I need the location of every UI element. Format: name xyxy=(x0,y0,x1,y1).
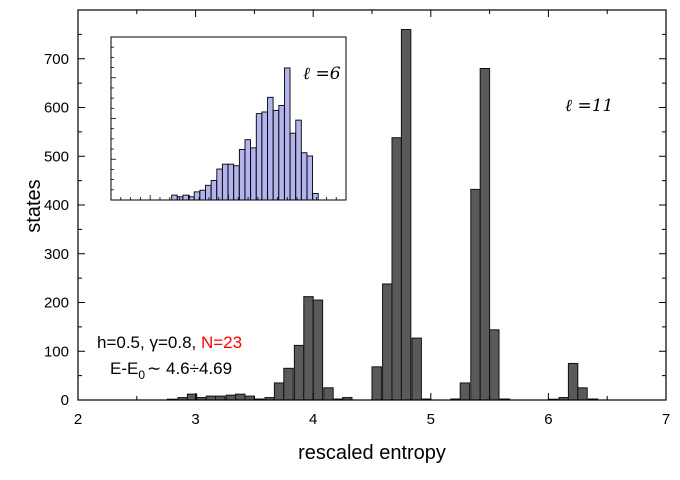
inset-chart: ℓ =6 xyxy=(110,36,347,201)
inset-bar-24 xyxy=(306,155,314,201)
y-tick-label: 300 xyxy=(44,246,69,263)
inset-bar-19 xyxy=(278,105,285,201)
energy-subscript: 0 xyxy=(138,368,145,382)
y-tick-label: 100 xyxy=(44,343,69,360)
bar-28 xyxy=(479,68,491,401)
bar-7 xyxy=(235,393,246,401)
energy-range: ∼ 4.6÷4.69 xyxy=(147,359,232,378)
inset-bar-13 xyxy=(244,139,251,201)
bar-19 xyxy=(371,366,382,401)
inset-bar-7 xyxy=(210,179,218,201)
y-tick-label: 600 xyxy=(44,100,69,117)
inset-bar-12 xyxy=(238,149,246,201)
x-tick-label: 4 xyxy=(309,411,317,428)
inset-bar-15 xyxy=(255,113,263,201)
inset-bar-17 xyxy=(267,96,274,201)
bar-22 xyxy=(400,29,412,401)
inset-bar-21 xyxy=(289,132,297,201)
y-axis-label: states xyxy=(23,179,45,232)
energy-annotation: E-E0 ∼ 4.6÷4.69 xyxy=(110,359,232,382)
bar-34 xyxy=(577,387,588,401)
inset-bar-20 xyxy=(284,67,291,201)
x-tick-label: 3 xyxy=(191,411,199,428)
energy-label: E-E xyxy=(110,359,138,378)
inset-bar-5 xyxy=(199,189,206,201)
inset-bar-10 xyxy=(227,163,235,201)
params-prefix: h=0.5, γ=0.8, xyxy=(97,333,201,352)
inset-ticks xyxy=(110,36,347,201)
inset-bar-23 xyxy=(300,152,308,201)
bar-15 xyxy=(312,299,324,401)
bar-16 xyxy=(323,387,334,401)
series-label-inset: ℓ =6 xyxy=(303,64,341,84)
bar-14 xyxy=(303,296,314,401)
inset-bar-22 xyxy=(295,119,302,201)
bar-26 xyxy=(459,382,471,401)
y-tick-label: 200 xyxy=(44,295,69,312)
main-ticks xyxy=(77,9,667,401)
y-tick-label: 0 xyxy=(61,392,69,409)
inset-bar-2 xyxy=(182,194,189,201)
inset-bar-18 xyxy=(272,109,280,201)
inset-bar-8 xyxy=(216,168,223,201)
bar-13 xyxy=(293,344,305,401)
inset-bar-14 xyxy=(250,147,257,201)
inset-bar-25 xyxy=(312,193,319,201)
x-axis-label: rescaled entropy xyxy=(298,442,446,464)
bar-33 xyxy=(567,362,579,401)
x-tick-labels: 2 3 4 5 6 7 xyxy=(74,411,670,428)
bar-29 xyxy=(489,329,500,401)
y-tick-labels: 0 100 200 300 400 500 600 700 xyxy=(44,51,69,409)
inset-bar-11 xyxy=(233,165,240,201)
bar-12 xyxy=(283,367,294,401)
y-tick-label: 500 xyxy=(44,148,69,165)
inset-bar-9 xyxy=(221,163,229,201)
bar-27 xyxy=(470,188,481,401)
x-tick-label: 7 xyxy=(662,411,670,428)
bar-23 xyxy=(411,337,422,401)
x-tick-label: 6 xyxy=(544,411,552,428)
x-tick-label: 5 xyxy=(427,411,435,428)
x-tick-label: 2 xyxy=(74,411,82,428)
bar-20 xyxy=(382,283,393,401)
inset-bar-0 xyxy=(171,194,178,201)
inset-bar-6 xyxy=(205,184,212,201)
y-tick-label: 400 xyxy=(44,197,69,214)
bar-11 xyxy=(273,382,285,401)
inset-bar-16 xyxy=(261,111,268,201)
series-label-main: ℓ =11 xyxy=(565,96,613,116)
bar-6 xyxy=(225,394,237,401)
params-annotation: h=0.5, γ=0.8, N=23 xyxy=(97,333,242,352)
y-tick-label: 700 xyxy=(44,51,69,68)
bar-21 xyxy=(391,137,402,401)
params-n: N=23 xyxy=(201,333,242,352)
